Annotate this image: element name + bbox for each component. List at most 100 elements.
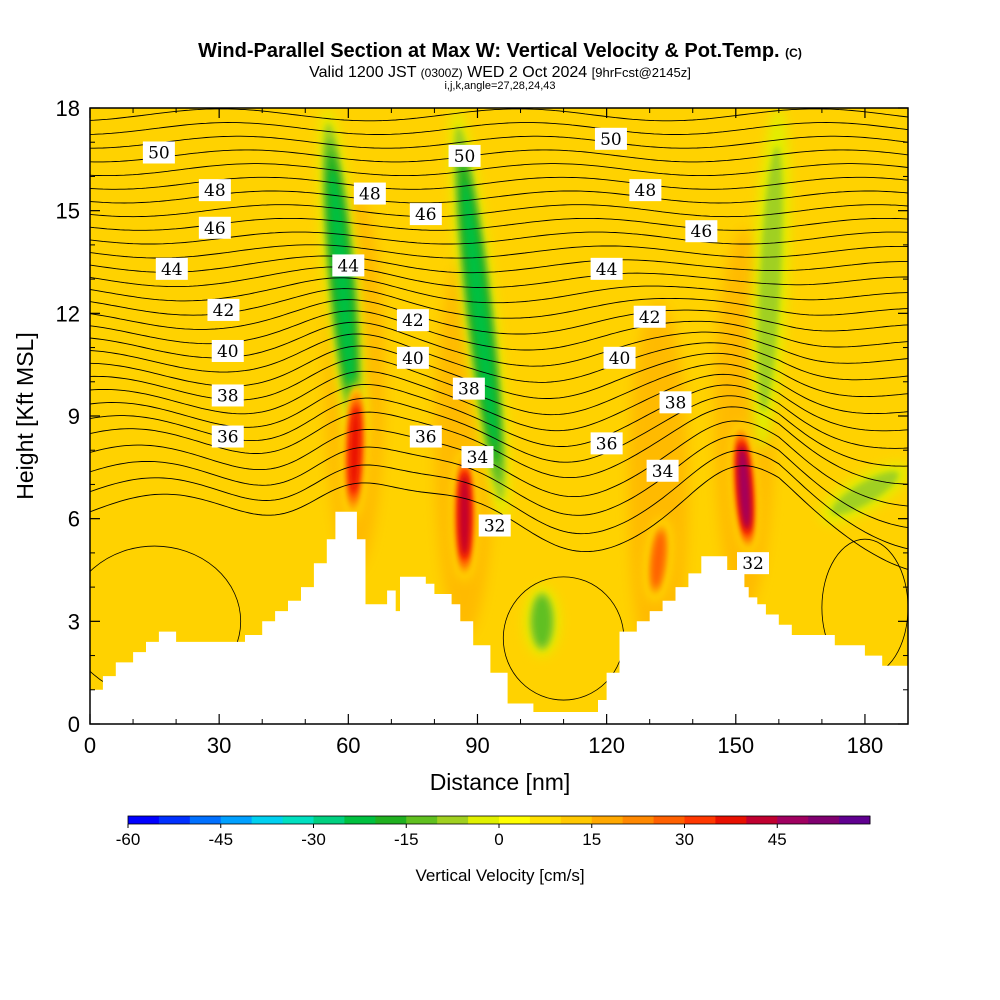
- colorbar-title: Vertical Velocity [cm/s]: [415, 866, 584, 885]
- svg-text:42: 42: [639, 308, 661, 328]
- y-tick-label: 15: [56, 199, 80, 224]
- downdraft-plume: [330, 169, 354, 389]
- isentrope-label: 48: [198, 179, 231, 202]
- isentrope-label: 50: [142, 141, 175, 164]
- isentrope-label: 36: [409, 425, 442, 448]
- svg-text:42: 42: [213, 301, 235, 321]
- colorbar-swatch: [375, 816, 407, 824]
- isentrope-line: [90, 406, 908, 485]
- isentrope-label: 46: [685, 220, 718, 243]
- y-tick-label: 9: [68, 404, 80, 429]
- colorbar-tick-label: 15: [582, 830, 601, 849]
- svg-text:48: 48: [204, 181, 226, 201]
- isentrope-line: [90, 122, 908, 135]
- isentrope-label: 32: [478, 514, 511, 537]
- isentrope-label: 36: [211, 425, 244, 448]
- svg-text:42: 42: [402, 311, 424, 331]
- svg-text:36: 36: [217, 428, 239, 448]
- colorbar-tick-label: -60: [116, 830, 141, 849]
- chart-indices: i,j,k,angle=27,28,24,43: [444, 80, 555, 92]
- colorbar-swatch: [437, 816, 469, 824]
- isentrope-label: 44: [590, 257, 623, 280]
- isentrope-label: 38: [659, 391, 692, 414]
- updraft-plume: [350, 408, 360, 493]
- colorbar-swatch: [839, 816, 871, 824]
- isentrope-label: 42: [633, 305, 666, 328]
- isentrope-line: [90, 435, 908, 529]
- downdraft-plume: [533, 597, 551, 646]
- isentrope-line: [90, 370, 908, 432]
- isentrope-label: 48: [353, 182, 386, 205]
- isentrope-label: 50: [448, 144, 481, 167]
- isentrope-line: [90, 384, 908, 449]
- svg-text:46: 46: [204, 219, 226, 239]
- svg-text:32: 32: [484, 517, 506, 537]
- y-tick-label: 6: [68, 507, 80, 532]
- svg-text:50: 50: [454, 147, 476, 167]
- isentropes: [90, 108, 908, 701]
- svg-text:40: 40: [402, 349, 424, 369]
- x-tick-label: 90: [465, 733, 489, 758]
- isentrope-label: 46: [198, 216, 231, 239]
- colorbar-tick-label: 45: [768, 830, 787, 849]
- colorbar-swatch: [746, 816, 778, 824]
- updraft-plume: [739, 448, 750, 527]
- isentrope-line: [90, 204, 908, 218]
- svg-text:36: 36: [415, 428, 437, 448]
- svg-text:44: 44: [337, 256, 359, 276]
- svg-text:50: 50: [148, 143, 170, 163]
- velocity-field: [319, 108, 908, 682]
- colorbar-swatch: [715, 816, 747, 824]
- svg-text:40: 40: [217, 342, 239, 362]
- isentrope-label: 34: [646, 459, 679, 482]
- y-tick-label: 0: [68, 712, 80, 737]
- chart-title: Wind-Parallel Section at Max W: Vertical…: [198, 40, 802, 62]
- x-tick-label: 150: [717, 733, 754, 758]
- svg-text:46: 46: [415, 205, 437, 225]
- isentrope-label: 48: [629, 179, 662, 202]
- isentrope-label: 38: [211, 384, 244, 407]
- x-tick-label: 30: [207, 733, 231, 758]
- colorbar-swatch: [529, 816, 562, 824]
- isentrope-line: [90, 149, 908, 163]
- svg-text:46: 46: [691, 222, 713, 242]
- colorbar-swatch: [128, 816, 160, 824]
- y-tick-label: 12: [56, 301, 80, 326]
- colorbar-swatch: [251, 816, 284, 824]
- updraft-plume: [652, 533, 664, 587]
- colorbar-swatch: [158, 816, 191, 824]
- isentrope-line: [90, 135, 908, 149]
- colorbar-swatch: [282, 816, 314, 824]
- colorbar-swatch: [220, 816, 253, 824]
- isentrope-label: 46: [409, 203, 442, 226]
- isentrope-line: [90, 163, 908, 177]
- isentrope-label: 44: [155, 257, 188, 280]
- y-tick-label: 18: [56, 96, 80, 121]
- isentrope-line: [90, 277, 908, 304]
- isentrope-line: [90, 420, 908, 507]
- colorbar-tick-label: 30: [675, 830, 694, 849]
- isentrope-line: [90, 465, 908, 570]
- plot-area: 50 48 46 44 42 40 38 36 48 44 50 46 42 40 38 36 34 32 50 48…: [90, 108, 908, 724]
- downdraft-plume: [831, 471, 899, 515]
- svg-text:34: 34: [652, 462, 674, 482]
- updraft-plume: [460, 475, 469, 555]
- colorbar-swatch: [808, 816, 840, 824]
- svg-text:38: 38: [217, 386, 239, 406]
- x-tick-label: 60: [336, 733, 360, 758]
- svg-text:36: 36: [596, 434, 618, 454]
- isentrope-label: 42: [207, 298, 240, 321]
- isentrope-labels: 50 48 46 44 42 40 38 36 48 44 50 46 42 40 38 36 34 32 50 48…: [142, 127, 770, 575]
- x-tick-label: 0: [84, 733, 96, 758]
- chart-subtitle: Valid 1200 JST (0300Z) WED 2 Oct 2024 [9…: [309, 64, 691, 81]
- svg-text:44: 44: [596, 260, 618, 280]
- colorbar-swatch: [622, 816, 655, 824]
- isentrope-label: 44: [332, 254, 365, 277]
- colorbar-swatch: [499, 816, 531, 824]
- colorbar-swatch: [313, 816, 345, 824]
- terrain: [90, 511, 908, 724]
- isentrope-line: [90, 299, 908, 335]
- isentrope-label: 38: [452, 377, 485, 400]
